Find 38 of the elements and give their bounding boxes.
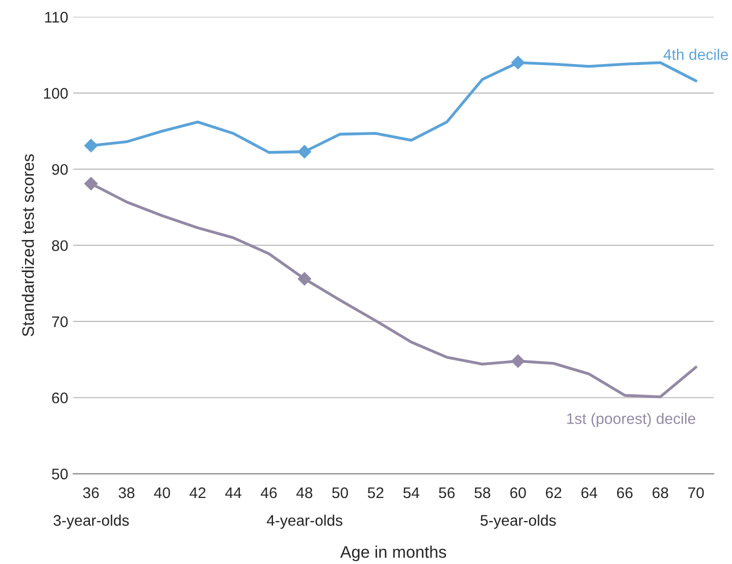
- x-tick-label: 42: [190, 487, 206, 498]
- text: 4-year-olds: [266, 514, 342, 529]
- x-tick-label: 38: [118, 487, 134, 498]
- y-axis-title: Standardized test scores: [22, 154, 34, 336]
- point: [511, 56, 525, 70]
- x-tick-label: 52: [368, 487, 384, 498]
- x-tick-label: 62: [546, 487, 562, 498]
- x-tick-label: 46: [260, 487, 277, 498]
- x-tick-label: 64: [581, 487, 598, 498]
- x-tick-label: 40: [154, 487, 170, 498]
- series-label: 1st (poorest) decile: [567, 412, 696, 428]
- x-tick-label: 66: [617, 487, 633, 498]
- y-tick-label: 60: [52, 392, 68, 404]
- point: [511, 354, 525, 368]
- x-tick-label: 70: [688, 487, 704, 498]
- point: [84, 176, 98, 191]
- x-axis-title: Age in months: [340, 546, 446, 562]
- x-tick-label: 36: [83, 487, 99, 498]
- x-tick-label: 44: [225, 488, 242, 498]
- x-tick-label: 54: [403, 488, 420, 498]
- text: 5-year-olds: [480, 514, 556, 529]
- y-tick-label: 70: [52, 316, 68, 328]
- text: 3-year-olds: [54, 514, 129, 529]
- x-tick-label: 50: [332, 487, 348, 498]
- x-tick-label: 48: [296, 487, 312, 498]
- point: [298, 144, 312, 159]
- y-tick-label: 100: [44, 88, 68, 99]
- x-tick-label: 58: [474, 487, 490, 498]
- y-tick-label: 80: [52, 240, 68, 252]
- point: [298, 272, 312, 286]
- x-tick-label: 56: [438, 487, 455, 498]
- series-label: 4th decile: [664, 48, 728, 60]
- y-tick-label: 110: [45, 12, 68, 23]
- x-tick-label: 68: [652, 487, 668, 498]
- x-tick-label: 60: [510, 487, 526, 498]
- point: [84, 138, 98, 153]
- y-tick-label: 50: [52, 468, 68, 480]
- y-tick-label: 90: [52, 164, 68, 175]
